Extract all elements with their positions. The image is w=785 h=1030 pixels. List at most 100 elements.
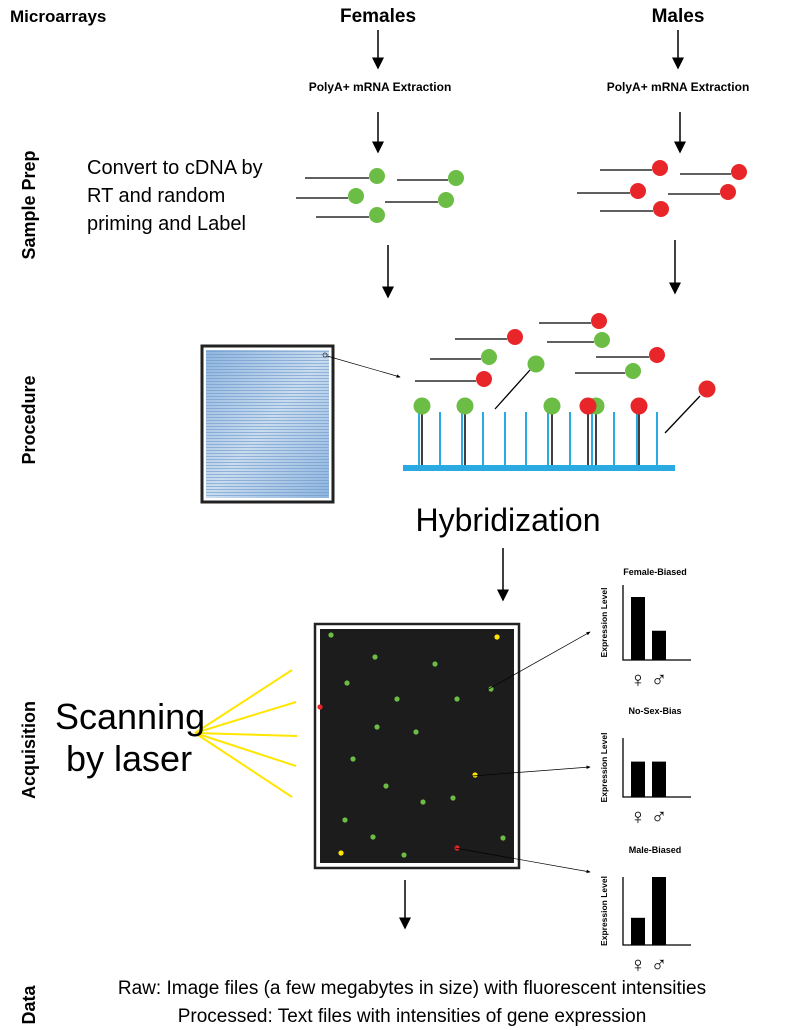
array-spot (370, 834, 376, 840)
red-label-dot (630, 183, 646, 199)
red-label-dot (652, 160, 668, 176)
red-label-dot (698, 380, 716, 398)
bound-label-dot (456, 397, 474, 415)
row-label-sample-prep: Sample Prep (19, 150, 39, 259)
labeled-cdna-group (296, 160, 747, 223)
chart-title: No-Sex-Bias (628, 706, 681, 716)
green-label-dot (369, 207, 385, 223)
convert-text-line: Convert to cDNA by (87, 157, 263, 179)
array-spot (432, 661, 438, 667)
male-symbol: ♂ (651, 804, 668, 829)
array-substrate (403, 465, 675, 471)
pointer-arrow (471, 765, 591, 777)
row-label-acquisition: Acquisition (19, 701, 39, 799)
red-label-dot (720, 184, 736, 200)
bound-label-dot (579, 397, 597, 415)
green-label-dot (625, 363, 641, 379)
array-spot (450, 795, 456, 801)
free-strand (664, 395, 701, 434)
array-spot (488, 686, 494, 692)
chart-axes (622, 585, 691, 661)
array-spot (454, 845, 460, 851)
red-label-dot (591, 313, 607, 329)
males-heading: Males (652, 6, 705, 27)
green-label-dot (481, 349, 497, 365)
bar-female (631, 597, 645, 660)
bar-chart: Female-Biased Expression Level ♀ ♂ (599, 567, 691, 692)
bound-label-dot (413, 397, 431, 415)
red-label-dot (731, 164, 747, 180)
female-symbol: ♀ (630, 952, 647, 977)
bar-female (631, 917, 645, 945)
pointer-arrow (486, 631, 591, 691)
chart-ylabel: Expression Level (599, 588, 609, 658)
female-symbol: ♀ (630, 804, 647, 829)
row-label-data: Data (19, 985, 39, 1025)
array-spot (344, 680, 350, 686)
convert-text-line: priming and Label (87, 213, 246, 235)
free-strand (494, 369, 531, 410)
red-label-dot (649, 347, 665, 363)
green-label-dot (527, 355, 545, 373)
male-symbol: ♂ (651, 952, 668, 977)
green-label-dot (594, 332, 610, 348)
scanning-label: Scanning (55, 696, 205, 737)
female-symbol: ♀ (630, 667, 647, 692)
bound-label-dot (543, 397, 561, 415)
chart-title: Female-Biased (623, 567, 687, 577)
array-spot (454, 696, 460, 702)
green-label-dot (348, 188, 364, 204)
row-label-procedure: Procedure (19, 375, 39, 464)
hybridization-illustration (403, 313, 716, 471)
array-spot (350, 756, 356, 762)
array-spot (383, 783, 389, 789)
bar-male (652, 630, 666, 660)
data-processed-text: Processed: Text files with intensities o… (178, 1006, 647, 1027)
array-spot (342, 817, 348, 823)
pointer-arrow (454, 847, 591, 874)
array-spot (472, 772, 478, 778)
male-symbol: ♂ (651, 667, 668, 692)
array-spot (420, 799, 426, 805)
red-label-dot (507, 329, 523, 345)
array-spot (500, 835, 506, 841)
microarrays-heading: Microarrays (10, 7, 106, 26)
microarray-chip (200, 344, 335, 504)
array-spot (328, 632, 334, 638)
green-label-dot (369, 168, 385, 184)
bound-label-dot (630, 397, 648, 415)
bar-male (652, 761, 666, 797)
array-spot (317, 704, 323, 710)
chart-ylabel: Expression Level (599, 733, 609, 803)
chart-axes (622, 877, 691, 946)
male-extraction-label: PolyA+ mRNA Extraction (607, 80, 750, 94)
bar-chart: No-Sex-Bias Expression Level ♀ ♂ (599, 706, 691, 829)
chart-ylabel: Expression Level (599, 876, 609, 946)
red-label-dot (476, 371, 492, 387)
bar-female (631, 761, 645, 797)
red-label-dot (653, 201, 669, 217)
laser-beams (194, 669, 298, 798)
scanned-array-image (313, 622, 521, 870)
zoom-pointer-arrow (326, 355, 401, 378)
chart-title: Male-Biased (629, 845, 682, 855)
array-spot (494, 634, 500, 640)
bar-male (652, 877, 666, 945)
female-extraction-label: PolyA+ mRNA Extraction (309, 80, 452, 94)
array-spot (338, 850, 344, 856)
array-spot (374, 724, 380, 730)
array-spot (372, 654, 378, 660)
data-raw-text: Raw: Image files (a few megabytes in siz… (118, 978, 706, 999)
chart-axes (622, 738, 691, 798)
scanning-label: by laser (66, 738, 192, 779)
convert-text-line: RT and random (87, 185, 225, 207)
bar-chart: Male-Biased Expression Level ♀ ♂ (599, 845, 691, 977)
green-label-dot (438, 192, 454, 208)
array-spot (413, 729, 419, 735)
green-label-dot (448, 170, 464, 186)
array-spot (401, 852, 407, 858)
females-heading: Females (340, 6, 416, 27)
array-spot (394, 696, 400, 702)
